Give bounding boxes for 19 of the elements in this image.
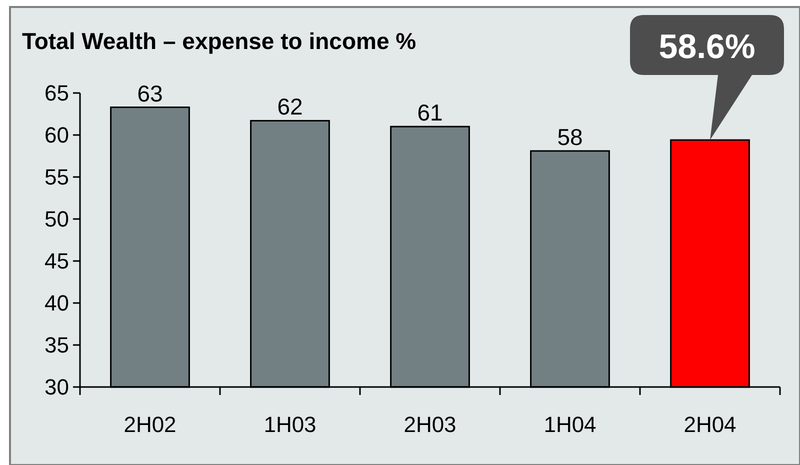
- y-tick-label: 30: [44, 374, 69, 400]
- x-tick-label: 2H04: [684, 412, 736, 437]
- y-tick-label: 65: [44, 80, 69, 106]
- y-tick-label: 50: [44, 206, 69, 232]
- data-label: 61: [417, 100, 443, 126]
- y-tick-label: 40: [44, 290, 69, 316]
- data-label: 63: [137, 80, 163, 106]
- data-label: 62: [277, 94, 303, 120]
- data-label: 58: [557, 124, 583, 150]
- y-tick-label: 45: [44, 248, 69, 274]
- annotation: 58.6%: [658, 28, 756, 66]
- y-tick-label: 55: [44, 164, 69, 190]
- y-tick-label: 35: [44, 332, 69, 358]
- x-tick-label: 2H02: [124, 412, 176, 437]
- x-tick-label: 1H04: [544, 412, 596, 437]
- chart-title: Total Wealth – expense to income %: [22, 28, 416, 54]
- x-tick-label: 1H03: [264, 412, 316, 437]
- x-tick-label: 2H03: [404, 412, 456, 437]
- y-tick-label: 60: [44, 122, 69, 148]
